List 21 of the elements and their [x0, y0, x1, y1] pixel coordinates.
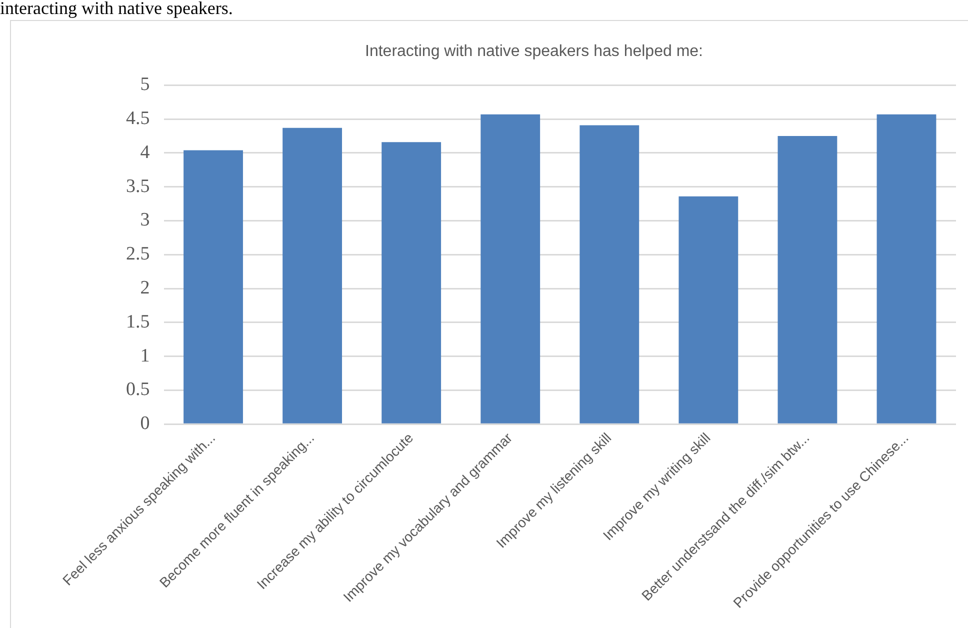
- text: interacting with native speakers.: [0, 0, 233, 18]
- y-tick-label: 2: [140, 278, 150, 299]
- y-tick-label: 4.5: [126, 108, 150, 130]
- bar: [876, 114, 936, 424]
- bar: [778, 136, 838, 424]
- y-tick-label: 0: [140, 413, 150, 434]
- y-tick-label: 0.5: [126, 379, 150, 400]
- y-tick-label: 1: [140, 345, 150, 366]
- bar: [382, 142, 442, 424]
- y-tick-label: 4: [140, 142, 150, 163]
- bar: [580, 125, 640, 424]
- y-tick-label: 1.5: [126, 311, 150, 332]
- bar: [678, 196, 738, 424]
- bar: [184, 150, 243, 424]
- chart-title: Interacting with native speakers has helped me:: [365, 43, 703, 60]
- y-tick-label: 5: [140, 74, 150, 96]
- y-tick-label: 2.5: [126, 244, 150, 265]
- bar: [480, 114, 540, 424]
- bar: [282, 128, 342, 424]
- y-tick-label: 3: [140, 210, 150, 231]
- y-tick-label: 3.5: [126, 176, 150, 197]
